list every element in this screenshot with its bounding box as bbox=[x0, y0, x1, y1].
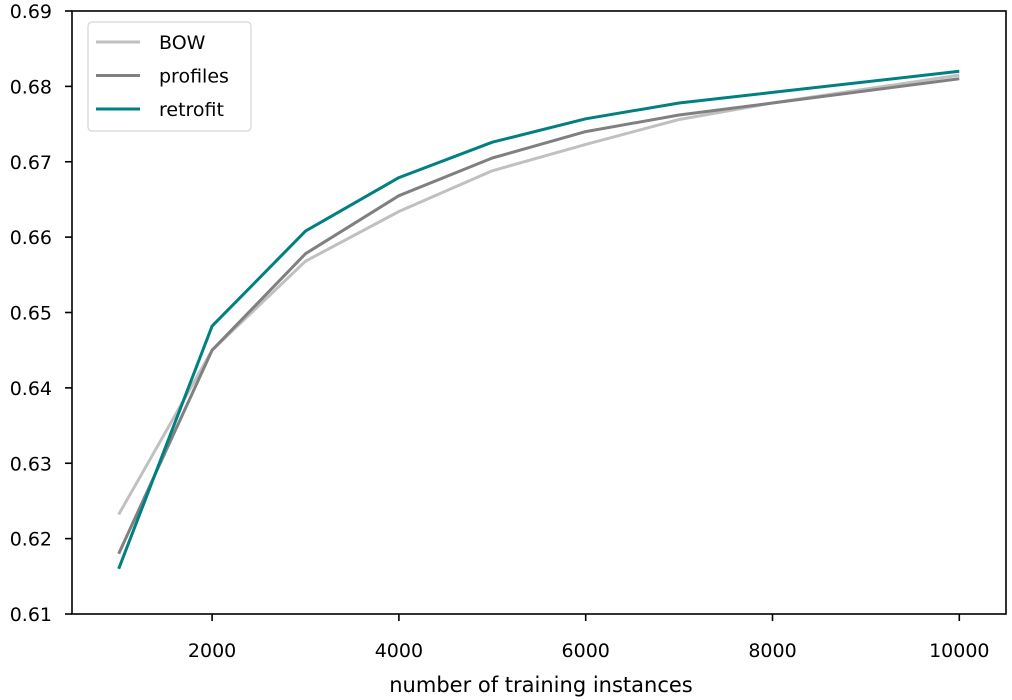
x-axis-label: number of training instances bbox=[389, 673, 693, 697]
x-tick-label: 10000 bbox=[929, 640, 989, 662]
x-tick-label: 2000 bbox=[188, 640, 236, 662]
y-tick-label: 0.63 bbox=[10, 453, 52, 475]
x-axis: 2000 4000 6000 8000 10000 bbox=[188, 614, 990, 662]
y-tick-label: 0.68 bbox=[10, 76, 52, 98]
legend-label-retrofit: retrofit bbox=[159, 99, 224, 121]
y-tick-label: 0.69 bbox=[10, 1, 52, 23]
series-line-retrofit bbox=[117, 69, 960, 570]
legend: BOW profiles retrofit bbox=[87, 21, 252, 132]
series-line-profiles bbox=[117, 77, 960, 555]
y-tick-label: 0.61 bbox=[10, 604, 52, 626]
legend-label-bow: BOW bbox=[159, 32, 206, 54]
y-tick-label: 0.67 bbox=[10, 152, 52, 174]
x-tick-label: 6000 bbox=[562, 640, 610, 662]
y-tick-label: 0.62 bbox=[10, 529, 52, 551]
x-tick-label: 4000 bbox=[375, 640, 423, 662]
x-tick-label: 8000 bbox=[748, 640, 796, 662]
series-layer bbox=[117, 69, 960, 570]
y-tick-label: 0.66 bbox=[10, 227, 52, 249]
y-tick-label: 0.64 bbox=[10, 378, 52, 400]
y-tick-label: 0.65 bbox=[10, 303, 52, 325]
legend-box bbox=[87, 21, 252, 132]
y-axis: 0.61 0.62 0.63 0.64 0.65 0.66 0.67 0.68 0.69 bbox=[10, 1, 72, 626]
legend-label-profiles: profiles bbox=[159, 66, 229, 88]
